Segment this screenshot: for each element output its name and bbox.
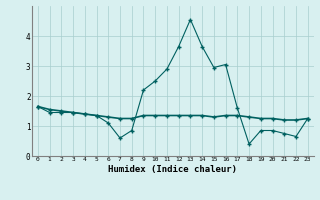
X-axis label: Humidex (Indice chaleur): Humidex (Indice chaleur)	[108, 165, 237, 174]
